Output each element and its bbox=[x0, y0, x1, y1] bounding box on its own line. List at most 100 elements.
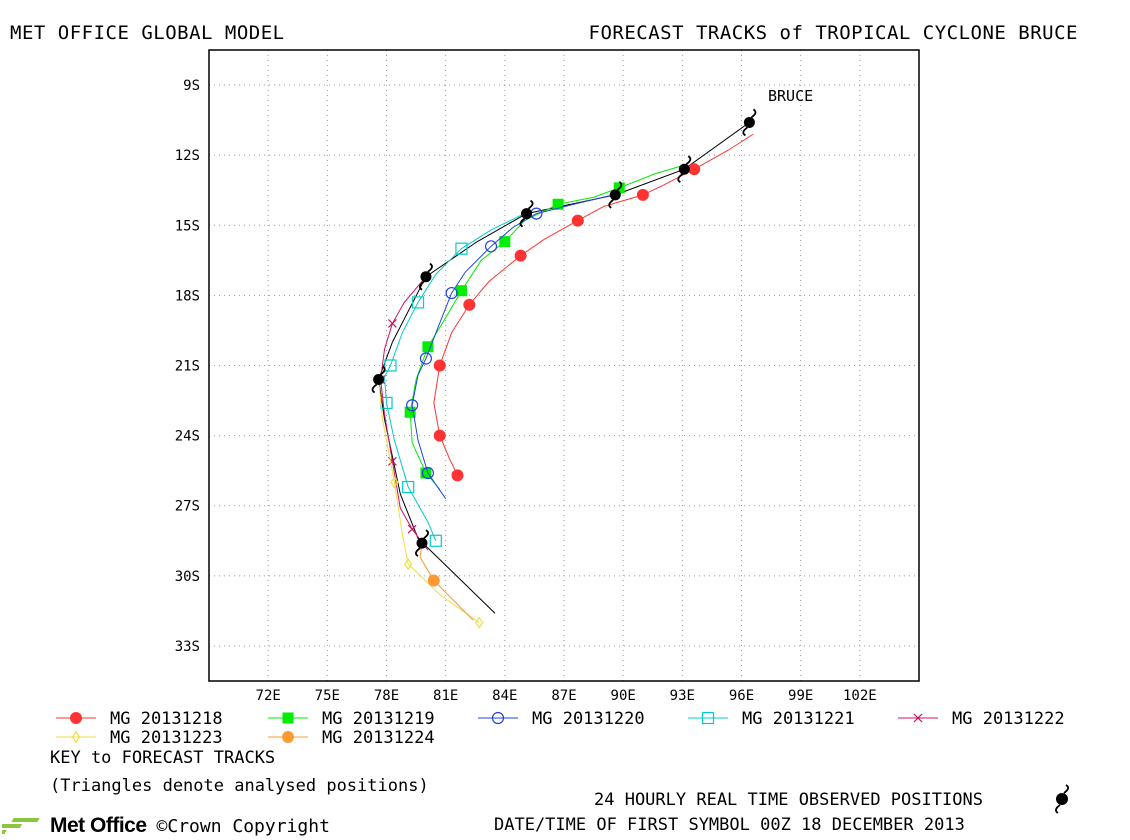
legend-label: MG 20131219 bbox=[322, 709, 435, 729]
series-point-3 bbox=[429, 534, 442, 547]
x-tick-label: 102E bbox=[843, 688, 877, 704]
series-point-2 bbox=[484, 240, 498, 253]
track-layer bbox=[376, 122, 754, 629]
y-tick-label: 21S bbox=[175, 359, 200, 375]
series-line-2 bbox=[411, 194, 614, 499]
observed-positions-legend-icon bbox=[1055, 784, 1069, 814]
series-point-6 bbox=[427, 574, 440, 587]
legend-label: MG 20131223 bbox=[110, 728, 223, 748]
series-point-2 bbox=[445, 286, 458, 300]
series-point-0 bbox=[571, 214, 584, 227]
series-point-1 bbox=[420, 467, 432, 479]
series-point-0 bbox=[451, 469, 464, 482]
x-tick-label: 96E bbox=[729, 688, 754, 704]
x-tick-label: 81E bbox=[433, 688, 458, 704]
observed-positions-label: 24 HOURLY REAL TIME OBSERVED POSITIONS bbox=[594, 790, 983, 810]
series-point-2 bbox=[421, 466, 435, 480]
legend-entry: MG 20131223 bbox=[56, 728, 223, 748]
cyclone-symbol bbox=[742, 108, 757, 137]
series-point-4 bbox=[407, 524, 417, 534]
series-point-0 bbox=[433, 359, 446, 372]
series-line-0 bbox=[433, 133, 754, 476]
legend-entry: MG 20131224 bbox=[268, 728, 435, 748]
legend-label: MG 20131220 bbox=[532, 709, 645, 729]
y-tick-label: 15S bbox=[175, 218, 200, 234]
series-line-4 bbox=[380, 276, 429, 551]
met-office-logo: Met Office ©Crown Copyright bbox=[2, 813, 330, 839]
series-point-3 bbox=[384, 359, 397, 372]
y-tick-label: 18S bbox=[175, 288, 200, 304]
legend-entry: MG 20131221 bbox=[688, 709, 855, 729]
legend-label: MG 20131222 bbox=[952, 709, 1065, 729]
x-tick-label: 87E bbox=[551, 688, 576, 704]
x-tick-label: 75E bbox=[315, 688, 340, 704]
legend-label: MG 20131218 bbox=[110, 709, 223, 729]
series-point-0 bbox=[514, 249, 527, 262]
legend-marker bbox=[70, 712, 82, 724]
header-left-title: MET OFFICE GLOBAL MODEL bbox=[10, 22, 285, 44]
legend-marker bbox=[913, 713, 923, 723]
legend-title: KEY to FORECAST TRACKS bbox=[50, 748, 276, 768]
series-point-1 bbox=[499, 236, 511, 248]
legend-marker bbox=[491, 711, 505, 725]
series-point-1 bbox=[455, 285, 467, 297]
series-point-3 bbox=[455, 242, 468, 255]
met-office-logo-icon bbox=[2, 818, 40, 834]
legend-marker bbox=[701, 711, 715, 725]
series-point-1 bbox=[552, 198, 564, 210]
cyclone-symbol bbox=[415, 529, 429, 557]
series-point-5 bbox=[474, 616, 484, 629]
x-tick-label: 78E bbox=[374, 688, 399, 704]
x-tick-label: 72E bbox=[256, 688, 281, 704]
legend-note: (Triangles denote analysed positions) bbox=[50, 776, 429, 796]
series-point-2 bbox=[406, 399, 419, 412]
frame-layer bbox=[208, 49, 920, 682]
observed-positions-layer bbox=[371, 108, 757, 557]
legend-marker bbox=[71, 730, 81, 744]
cyclone-symbol bbox=[371, 365, 386, 394]
series-line-1 bbox=[409, 164, 687, 490]
cyclone-icon-core bbox=[1056, 793, 1068, 805]
y-tick-label: 33S bbox=[175, 639, 200, 655]
series-point-3 bbox=[402, 480, 415, 494]
x-tick-label: 93E bbox=[670, 688, 695, 704]
copyright-text: ©Crown Copyright bbox=[156, 815, 330, 837]
series-point-0 bbox=[433, 429, 446, 442]
plot-frame bbox=[208, 49, 920, 682]
series-line-6 bbox=[419, 543, 474, 621]
series-point-5 bbox=[403, 558, 413, 571]
series-point-4 bbox=[387, 319, 397, 328]
legend-marker bbox=[282, 731, 294, 743]
legend-label: MG 20131221 bbox=[742, 709, 855, 729]
series-point-0 bbox=[463, 298, 476, 311]
legend-layer: MG 20131218 MG 20131219 MG 20131220 MG 2013… bbox=[56, 709, 1065, 748]
x-tick-label: 84E bbox=[492, 688, 517, 704]
series-line-3 bbox=[384, 213, 525, 541]
series-point-3 bbox=[411, 296, 425, 309]
legend-entry: MG 20131220 bbox=[478, 709, 645, 729]
cyclone-icon-arm bbox=[1055, 804, 1061, 814]
x-tick-label: 90E bbox=[611, 688, 636, 704]
y-tick-label: 24S bbox=[175, 429, 200, 445]
series-point-5 bbox=[390, 476, 399, 489]
series-point-0 bbox=[636, 188, 649, 201]
series-point-1 bbox=[404, 406, 416, 418]
cyclone-symbol bbox=[677, 155, 692, 183]
y-tick-label: 27S bbox=[175, 499, 200, 515]
legend-entry: MG 20131219 bbox=[268, 709, 435, 729]
legend-entry: MG 20131222 bbox=[898, 709, 1065, 729]
y-tick-label: 12S bbox=[175, 148, 200, 164]
y-tick-label: 30S bbox=[175, 569, 200, 585]
chart-title: FORECAST TRACKS of TROPICAL CYCLONE BRUC… bbox=[588, 22, 1078, 44]
met-office-logo-text: Met Office bbox=[50, 814, 147, 837]
datetime-label: DATE/TIME OF FIRST SYMBOL 00Z 18 DECEMBE… bbox=[494, 815, 965, 835]
grid-layer bbox=[209, 50, 919, 681]
series-point-0 bbox=[688, 163, 701, 176]
x-tick-label: 99E bbox=[788, 688, 813, 704]
tick-layer: 72E 75E 78E 81E 84E 87E 90E 93E 96E 99E 102E 9S 12S 1… bbox=[175, 78, 877, 704]
cyclone-symbol bbox=[418, 262, 433, 291]
storm-name-label: BRUCE bbox=[768, 87, 813, 105]
legend-marker bbox=[282, 712, 294, 724]
y-tick-label: 9S bbox=[183, 78, 200, 94]
